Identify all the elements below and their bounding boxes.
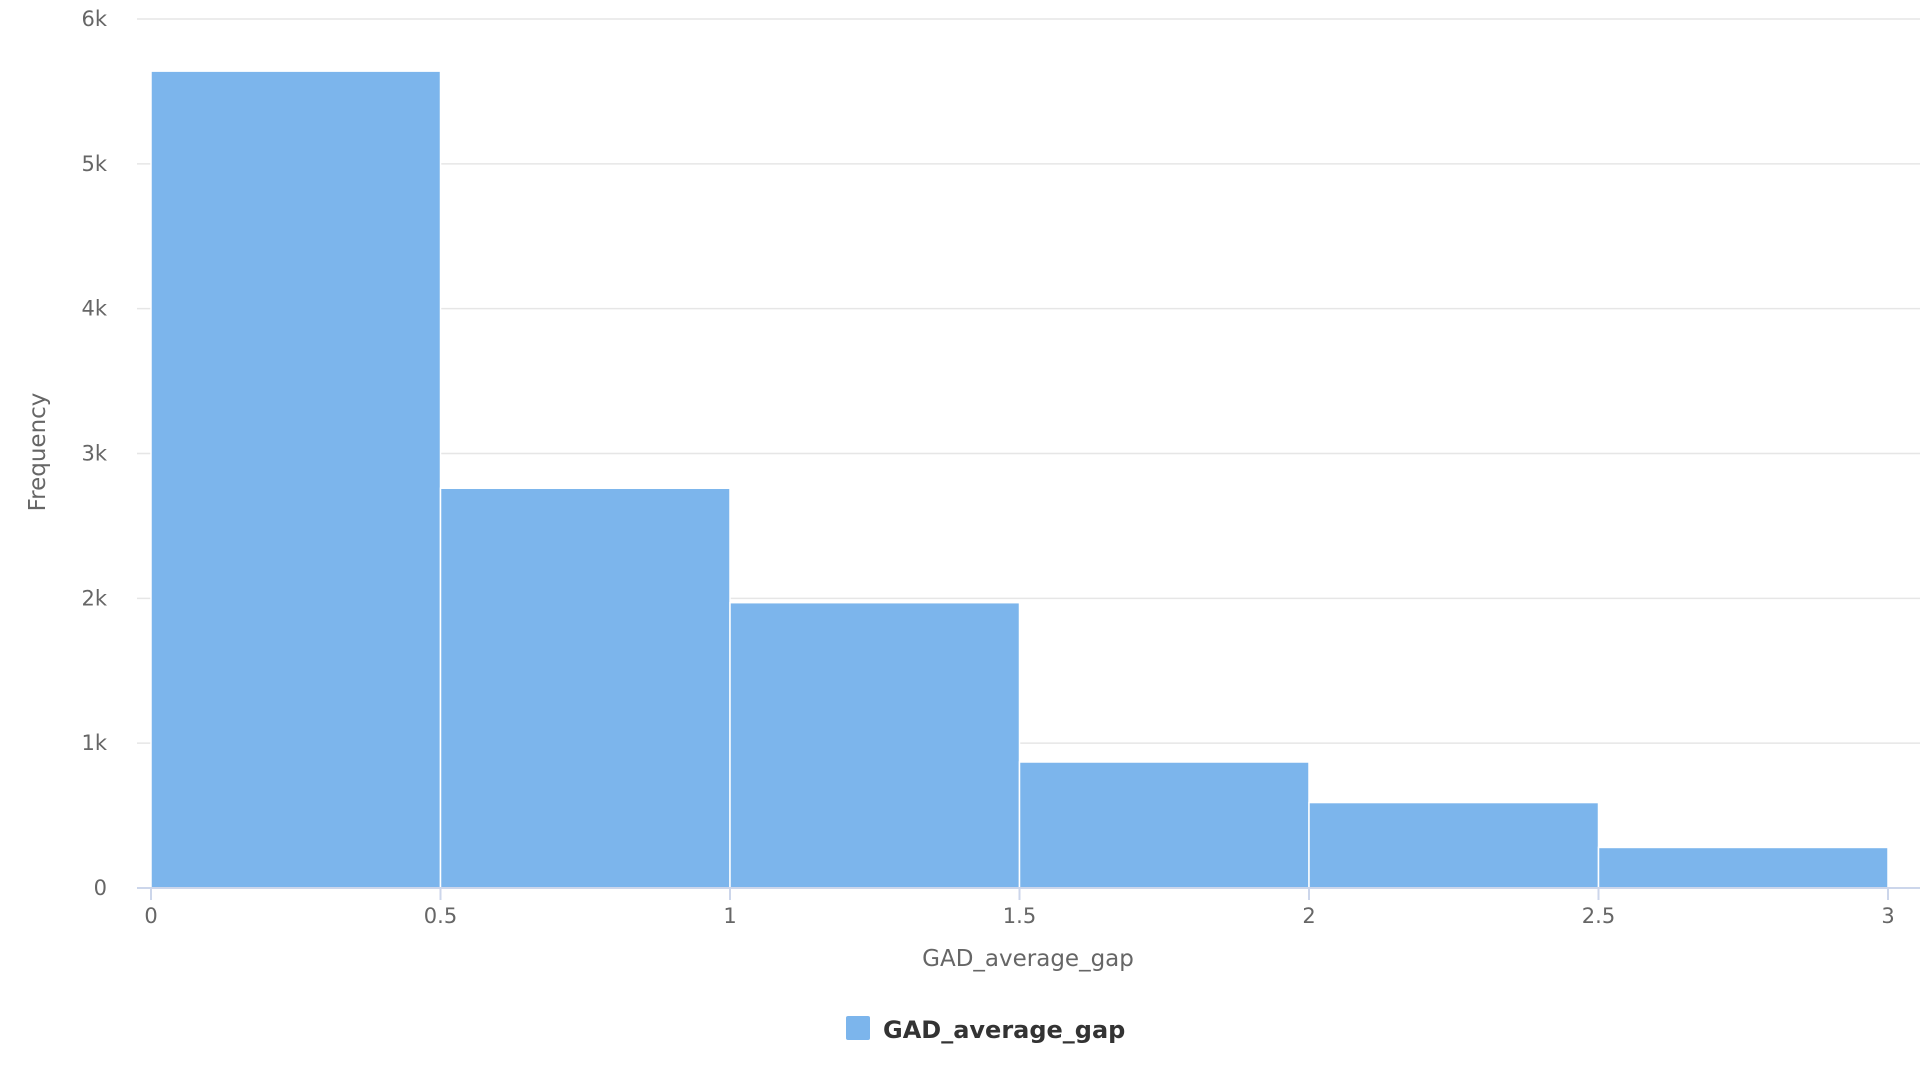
histogram-bar[interactable] xyxy=(1018,761,1310,889)
x-tick-label: 3 xyxy=(1881,904,1894,928)
y-tick-label: 1k xyxy=(81,731,107,755)
histogram-bar[interactable] xyxy=(1308,801,1600,889)
y-tick-label: 3k xyxy=(81,442,107,466)
x-tick-label: 1 xyxy=(723,904,736,928)
axes: 0 1k 2k 3k 4k 5k 6k 0 0.5 1 1.5 2 2.5 3 xyxy=(81,7,1920,928)
histogram-bar[interactable] xyxy=(439,487,731,889)
y-tick-label: 4k xyxy=(81,297,107,321)
y-tick-label: 6k xyxy=(81,7,107,31)
legend-swatch xyxy=(846,1016,870,1040)
x-axis-title: GAD_average_gap xyxy=(922,946,1134,972)
bars xyxy=(150,70,1889,889)
x-tick-label: 0.5 xyxy=(424,904,457,928)
x-tick-label: 1.5 xyxy=(1003,904,1036,928)
legend-label: GAD_average_gap xyxy=(883,1016,1125,1044)
x-tick-label: 2.5 xyxy=(1582,904,1615,928)
y-tick-label: 0 xyxy=(94,876,107,900)
x-tick-label: 0 xyxy=(144,904,157,928)
y-axis-title: Frequency xyxy=(25,393,51,512)
y-tick-label: 2k xyxy=(81,586,107,610)
legend[interactable]: GAD_average_gap xyxy=(846,1016,1125,1044)
histogram-bar[interactable] xyxy=(729,601,1021,889)
histogram-bar[interactable] xyxy=(1597,846,1889,889)
y-tick-label: 5k xyxy=(81,152,107,176)
histogram-bar[interactable] xyxy=(150,70,442,889)
x-tick-label: 2 xyxy=(1302,904,1315,928)
